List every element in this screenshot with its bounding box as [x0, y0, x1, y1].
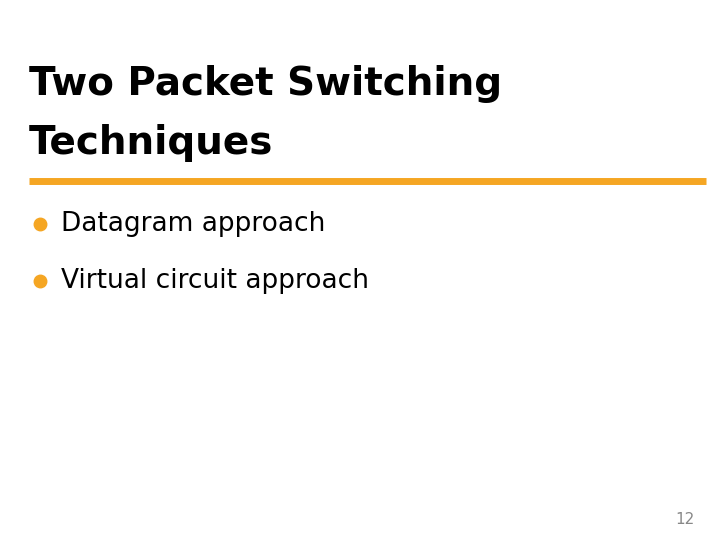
Text: Two Packet Switching: Two Packet Switching — [29, 65, 502, 103]
Text: 12: 12 — [675, 511, 695, 526]
Text: Virtual circuit approach: Virtual circuit approach — [61, 268, 369, 294]
Text: Techniques: Techniques — [29, 124, 273, 162]
Text: Datagram approach: Datagram approach — [61, 211, 325, 237]
